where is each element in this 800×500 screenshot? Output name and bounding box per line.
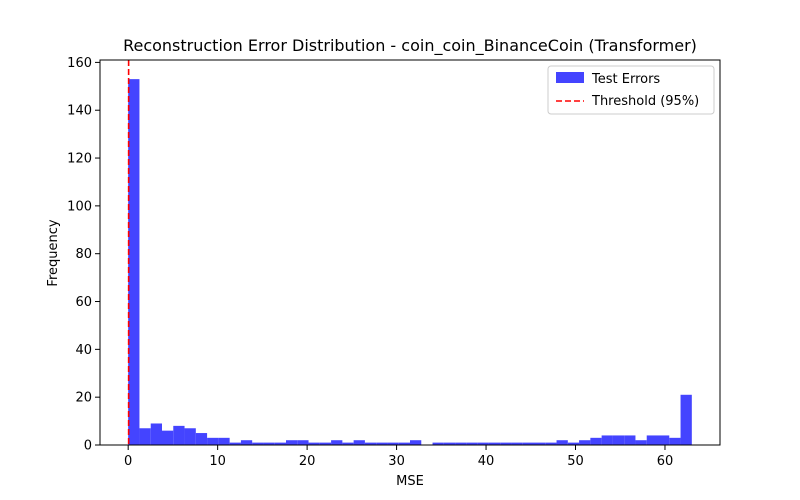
histogram-bar [274,442,286,445]
histogram-bar [229,442,241,445]
histogram-bar [579,440,591,445]
histogram-bars [128,79,692,445]
x-tick-label: 60 [657,454,674,469]
histogram-bar [680,394,692,445]
histogram-bar [263,442,275,445]
histogram-bar [162,430,174,445]
histogram-bar [252,442,264,445]
x-tick-label: 50 [567,454,584,469]
x-tick-label: 10 [209,454,226,469]
histogram-bar [195,433,208,445]
histogram-bar [173,425,185,445]
histogram-bar [218,437,230,445]
y-tick-label: 120 [67,152,92,167]
histogram-bar [534,442,546,445]
y-tick-label: 20 [75,391,92,406]
histogram-bar [398,442,410,445]
histogram-bar [128,79,140,445]
histogram-bar [522,442,534,445]
y-tick-label: 80 [75,247,92,262]
histogram-bar [297,440,309,445]
histogram-bar [376,442,388,445]
y-axis-label: Frequency [46,219,61,286]
histogram-bar [184,428,196,445]
histogram-bar [308,442,320,445]
histogram-bar [443,442,456,445]
histogram-bar [612,435,625,445]
histogram-bar [432,442,444,445]
histogram-bar [488,442,501,445]
histogram-bar [410,440,422,445]
x-axis-label: MSE [396,474,424,489]
histogram-bar [669,437,681,445]
legend-label-test-errors: Test Errors [591,72,660,87]
y-tick-label: 160 [67,56,92,71]
y-tick-label: 60 [75,295,92,310]
histogram-bar [387,442,399,445]
histogram-bar [545,442,557,445]
histogram-bar [353,440,365,445]
legend-label-threshold: Threshold (95%) [591,94,699,109]
histogram-bar [658,435,670,445]
y-axis-ticks: 0 20 40 60 80 100 120 140 160 [67,56,100,454]
legend-frame [547,65,715,115]
histogram-bar [500,442,512,445]
x-tick-label: 0 [124,454,132,469]
histogram-bar [477,442,489,445]
y-tick-label: 100 [67,199,92,214]
histogram-bar [635,440,647,445]
x-tick-label: 20 [299,454,316,469]
histogram-bar [601,435,613,445]
x-tick-label: 40 [478,454,495,469]
histogram-bar [286,440,298,445]
x-axis-ticks: 0 10 20 30 40 50 60 [124,445,673,469]
histogram-bar [466,442,478,445]
histogram-bar [364,442,377,445]
histogram-bar [319,442,332,445]
y-tick-label: 0 [84,439,92,454]
histogram-bar [590,437,602,445]
histogram-bar [511,442,523,445]
histogram-bar [342,442,354,445]
x-tick-label: 30 [388,454,405,469]
legend: Test Errors Threshold (95%) [547,65,715,115]
legend-swatch-test-errors [556,72,584,83]
chart-title: Reconstruction Error Distribution - coin… [123,36,697,56]
histogram-bar [624,435,636,445]
y-tick-label: 40 [75,343,92,358]
histogram-bar [207,437,219,445]
histogram-bar [556,440,568,445]
plot-frame [99,59,721,446]
histogram-bar [567,442,580,445]
histogram-bar [240,440,253,445]
y-tick-label: 140 [67,104,92,119]
histogram-bar [331,440,343,445]
histogram-bar [139,428,151,445]
histogram-bar [646,435,658,445]
histogram-bar [150,423,162,445]
histogram-bar [455,442,467,445]
